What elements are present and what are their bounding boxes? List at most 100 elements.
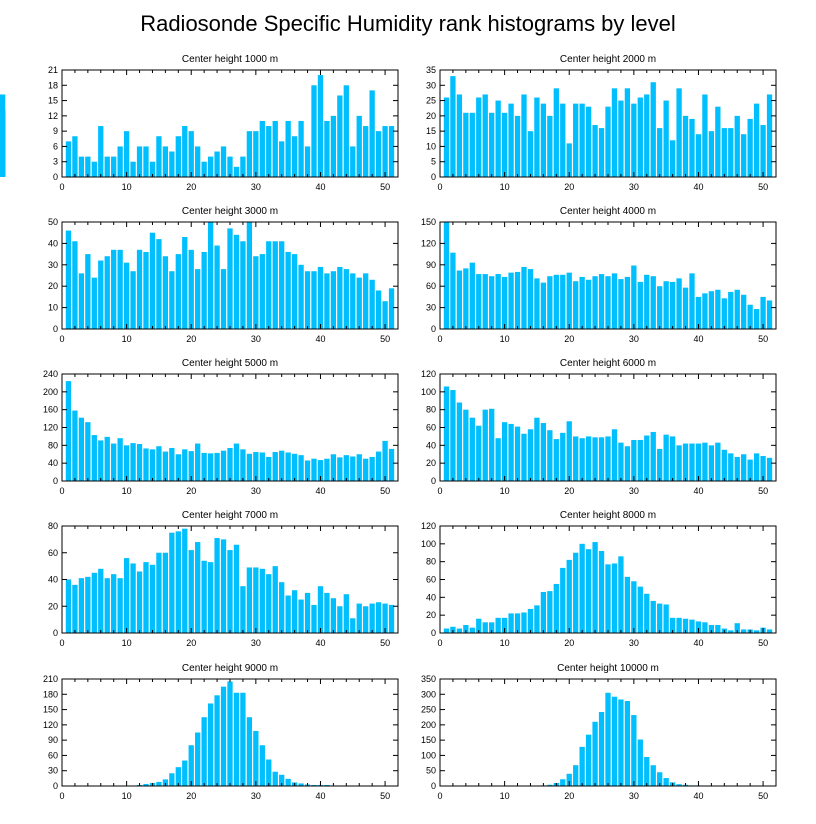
x-tick-label: 30 [629,182,639,192]
y-tick-label: 200 [43,387,58,397]
bar [657,603,663,633]
bar [463,409,469,481]
y-tick-label: 0 [431,172,436,182]
bar [669,436,676,481]
bar [356,277,362,329]
x-tick-label: 20 [564,486,574,496]
bar [495,274,501,329]
panel-title: Center height 8000 m [560,510,656,521]
x-tick-label: 50 [380,486,390,496]
y-tick-label: 80 [48,440,58,450]
bar [637,739,643,786]
bar [728,291,734,329]
y-tick-label: 0 [53,476,58,486]
bar [702,442,708,481]
x-tick-label: 40 [315,638,325,648]
bar [78,273,85,329]
bar [450,252,456,329]
x-tick-label: 40 [315,334,325,344]
bar [450,76,456,177]
bar [592,125,598,177]
bar [579,103,585,177]
bar [330,271,337,329]
bar [343,85,349,177]
bar [456,628,463,633]
histogram-panel: Center height 1000 m 0 10 20 30 40 50 0 3 6 9 12 15 1… [48,54,399,192]
bar [708,624,715,633]
bar [214,245,220,329]
y-tick-label: 6 [53,141,58,151]
bar [272,566,278,634]
bar [573,436,579,481]
y-tick-label: 60 [48,750,58,760]
bar [741,454,747,481]
bar [156,239,162,329]
bar [78,156,85,177]
x-tick-label: 0 [59,791,64,801]
bar [650,431,656,481]
bar [650,82,656,177]
bar [547,115,553,177]
bar [123,262,130,329]
bar [111,156,117,177]
bar [169,271,175,329]
bar [207,222,214,329]
bar [220,450,227,481]
y-tick-label: 160 [43,405,58,415]
bar [201,560,207,633]
x-tick-label: 20 [564,791,574,801]
bar [111,249,117,329]
bar [624,88,631,177]
x-tick-label: 50 [380,791,390,801]
bar [650,600,656,633]
bar [734,289,740,329]
bar [162,552,169,633]
bar [476,274,482,329]
bar [266,126,272,177]
bar [375,131,382,177]
bar [363,606,369,633]
bar [298,455,304,481]
bar [207,156,214,177]
bar [330,115,337,177]
bar [356,454,362,481]
bar [514,613,521,633]
bar [104,256,110,329]
bar [566,421,572,481]
bar [547,276,553,329]
y-tick-label: 150 [421,735,436,745]
bar [382,440,388,482]
bar [540,282,547,329]
bar [747,118,753,177]
bar [689,619,695,634]
bar [188,131,194,177]
bar [233,544,240,633]
bar [695,296,702,329]
bar [495,617,501,633]
bar [201,452,207,481]
bar [514,271,521,329]
bar [279,141,285,177]
y-tick-label: 150 [43,705,58,715]
bar [766,629,773,633]
bar [253,567,259,633]
bar [149,161,156,177]
bar [644,593,650,633]
bar [715,624,721,633]
bar [708,291,715,329]
bar [195,146,201,177]
bar [111,443,117,481]
y-tick-label: 50 [48,217,58,227]
bar [330,598,337,633]
y-tick-label: 3 [53,157,58,167]
bar [573,281,579,329]
bar [766,94,773,177]
bar [143,562,149,633]
bar [324,458,330,481]
bar [356,603,362,633]
bar [657,286,663,329]
bar [117,146,123,177]
bar [644,94,650,177]
y-tick-label: 30 [426,80,436,90]
y-tick-label: 21 [48,65,58,75]
